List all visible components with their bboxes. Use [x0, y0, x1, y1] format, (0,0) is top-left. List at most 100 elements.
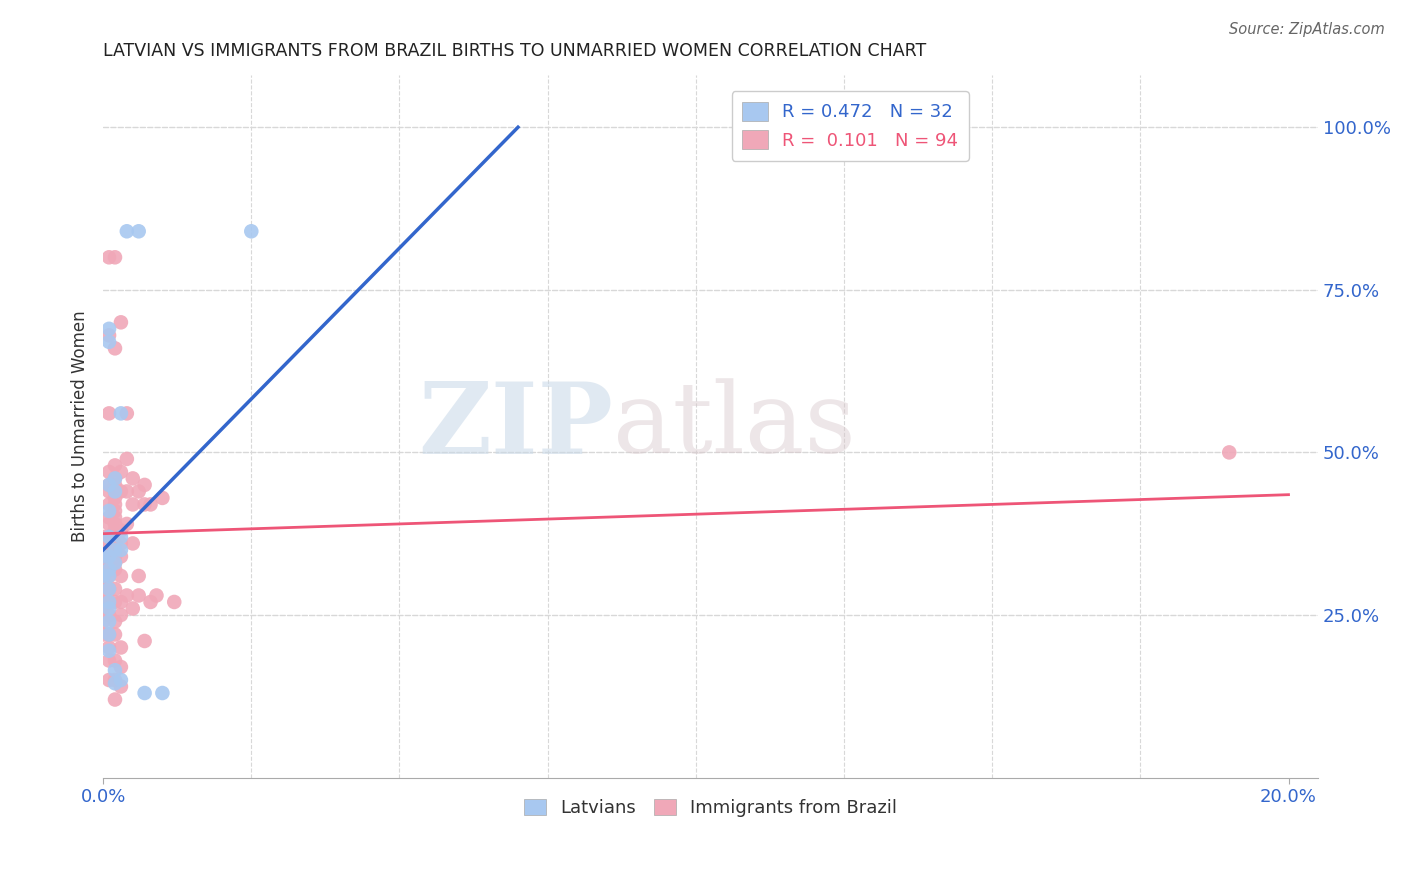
Point [98, 582, 121, 596]
Point [98, 582, 121, 596]
Point [98, 497, 121, 511]
Point [98, 627, 121, 641]
Point [115, 224, 138, 238]
Point [104, 676, 127, 690]
Point [91, 579, 114, 593]
Point [104, 663, 127, 677]
Point [128, 569, 150, 583]
Point [98, 334, 121, 349]
Text: ZIP: ZIP [419, 378, 613, 475]
Point [104, 504, 127, 518]
Point [104, 562, 127, 576]
Point [803, 120, 825, 135]
Point [240, 224, 263, 238]
Point [110, 680, 132, 694]
Point [110, 673, 132, 687]
Point [104, 342, 127, 356]
Point [91, 572, 114, 586]
Point [91, 627, 114, 641]
Point [110, 569, 132, 583]
Point [104, 549, 127, 564]
Point [104, 510, 127, 524]
Point [134, 478, 156, 492]
Point [139, 497, 162, 511]
Point [98, 322, 121, 336]
Point [110, 536, 132, 550]
Point [98, 644, 121, 658]
Point [98, 556, 121, 570]
Point [110, 549, 132, 564]
Point [104, 484, 127, 499]
Point [104, 458, 127, 473]
Point [98, 478, 121, 492]
Point [98, 478, 121, 492]
Point [98, 595, 121, 609]
Point [98, 406, 121, 420]
Point [128, 484, 150, 499]
Point [110, 465, 132, 479]
Point [91, 615, 114, 629]
Point [104, 615, 127, 629]
Point [104, 536, 127, 550]
Point [104, 627, 127, 641]
Point [98, 549, 121, 564]
Point [104, 250, 127, 264]
Point [104, 556, 127, 570]
Point [104, 595, 127, 609]
Point [104, 543, 127, 558]
Point [104, 516, 127, 531]
Point [139, 595, 162, 609]
Point [115, 406, 138, 420]
Point [104, 471, 127, 485]
Point [145, 589, 167, 603]
Point [104, 484, 127, 499]
Point [91, 549, 114, 564]
Point [98, 484, 121, 499]
Point [91, 569, 114, 583]
Point [115, 589, 138, 603]
Point [98, 569, 121, 583]
Point [104, 471, 127, 485]
Point [91, 549, 114, 564]
Point [152, 686, 174, 700]
Point [115, 516, 138, 531]
Point [134, 497, 156, 511]
Point [110, 406, 132, 420]
Point [110, 543, 132, 558]
Point [110, 315, 132, 329]
Point [98, 465, 121, 479]
Point [152, 491, 174, 505]
Text: LATVIAN VS IMMIGRANTS FROM BRAZIL BIRTHS TO UNMARRIED WOMEN CORRELATION CHART: LATVIAN VS IMMIGRANTS FROM BRAZIL BIRTHS… [103, 42, 927, 60]
Point [98, 627, 121, 641]
Point [104, 497, 127, 511]
Point [110, 607, 132, 622]
Point [98, 543, 121, 558]
Point [110, 595, 132, 609]
Point [115, 484, 138, 499]
Point [91, 595, 114, 609]
Point [110, 484, 132, 499]
Point [121, 471, 143, 485]
Point [104, 582, 127, 596]
Point [104, 478, 127, 492]
Point [98, 549, 121, 564]
Legend: Latvians, Immigrants from Brazil: Latvians, Immigrants from Brazil [517, 792, 904, 825]
Point [110, 660, 132, 674]
Text: atlas: atlas [613, 378, 856, 475]
Point [91, 546, 114, 560]
Point [121, 601, 143, 615]
Point [91, 540, 114, 554]
Point [98, 653, 121, 667]
Point [98, 516, 121, 531]
Point [1218, 445, 1240, 459]
Point [98, 615, 121, 629]
Point [104, 491, 127, 505]
Point [98, 595, 121, 609]
Point [134, 686, 156, 700]
Y-axis label: Births to Unmarried Women: Births to Unmarried Women [72, 310, 89, 542]
Point [98, 562, 121, 576]
Point [104, 653, 127, 667]
Point [98, 510, 121, 524]
Point [98, 607, 121, 622]
Point [98, 536, 121, 550]
